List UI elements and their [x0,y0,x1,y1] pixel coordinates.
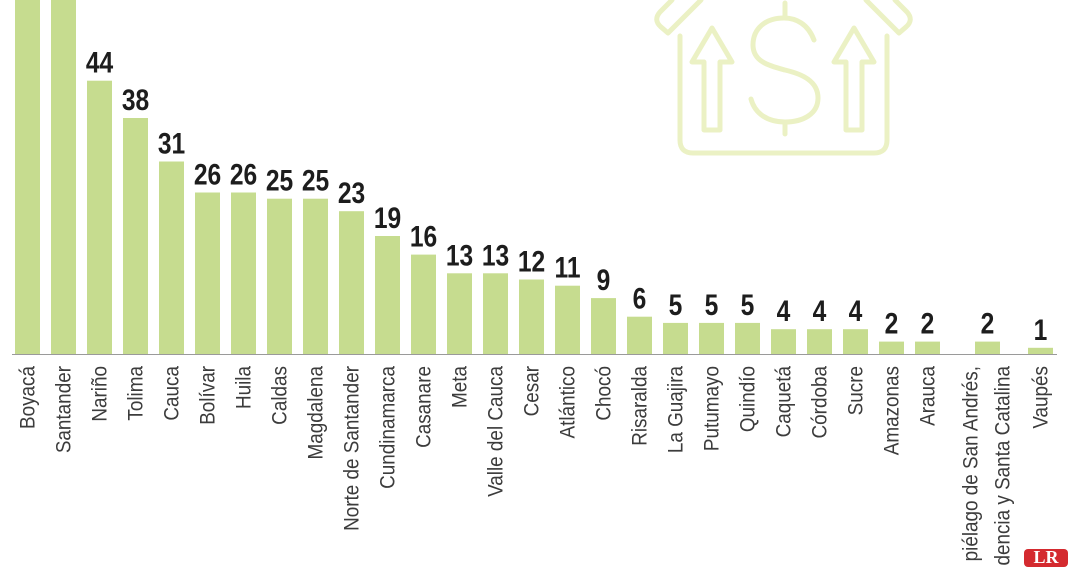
value-label-cundinamarca: 19 [374,201,401,235]
category-label-cordoba: Córdoba [809,365,832,438]
value-label-cauca: 31 [158,126,185,160]
bars-group [15,0,1053,354]
value-label-vaupes: 1 [1034,312,1048,346]
category-label-arauca: Arauca [917,365,940,426]
category-label-putumayo: Putumayo [701,366,724,451]
value-label-caldas: 25 [266,163,293,197]
bar-cordoba [807,329,832,354]
value-label-quindio: 5 [741,288,755,322]
category-label-risaralda: Risaralda [629,365,652,446]
value-label-cordoba: 4 [813,294,827,328]
dollar-s-curve [748,15,821,125]
category-label-magdalena: Magdalena [305,365,328,459]
value-label-atlantico: 11 [554,250,580,284]
category-label-norte-de-santander: Norte de Santander [341,366,364,531]
bar-sucre [843,329,868,354]
value-label-amazonas: 2 [885,306,899,340]
house-dollar-icon [654,0,913,156]
category-label-choco: Chocó [593,366,616,421]
category-label-casanare: Casanare [413,366,436,448]
value-label-arauca: 2 [921,306,935,340]
category-label-santander: Santander [53,366,76,454]
bar-santander [51,0,76,354]
bar-cesar [519,279,544,354]
category-label-quindio: Quindío [737,366,760,432]
bar-narino [87,80,112,354]
bar-casanare [411,254,436,354]
logo-text: LR [1033,547,1059,567]
category-label-la-guajira: La Guajira [665,365,688,453]
value-label-pielago-de-san-andres-dencia-y-santa-catalina: 2 [981,306,995,340]
category-label-boyaca: Boyacá [17,365,40,429]
value-label-bolivar: 26 [194,157,221,191]
value-label-choco: 9 [597,263,611,297]
bar-amazonas [879,341,904,354]
category-label-amazonas: Amazonas [881,366,904,455]
category-label-meta: Meta [449,365,472,408]
bar-tolima [123,118,148,354]
house-walls [677,33,890,156]
bar-quindio [735,322,760,354]
value-label-valle-del-cauca: 13 [482,238,509,272]
bar-cundinamarca [375,236,400,354]
bar-arauca [915,341,940,354]
brand-logo: LR [1024,547,1068,567]
value-label-norte-de-santander: 23 [338,176,365,210]
bar-risaralda [627,316,652,354]
value-label-huila: 26 [230,157,257,191]
value-label-cesar: 12 [518,244,545,278]
category-labels-group: Boyacá Santander Nariño Tolima Cauca Bolívar H… [17,365,1053,565]
bar-huila [231,192,256,354]
category-label-vaupes: Vaupés [1030,366,1053,429]
arrow-up-right-icon [831,25,877,133]
bar-meta [447,273,472,354]
roof-left-line [654,0,704,36]
bar-bolivar [195,192,220,354]
value-label-tolima: 38 [122,83,149,117]
category-label-cundinamarca: Cundinamarca [377,365,400,489]
bar-vaupes [1028,347,1053,354]
category-label-bolivar: Bolívar [197,366,220,425]
bar-valle-del-cauca [483,273,508,354]
bar-pielago-de-san-andres-dencia-y-santa-catalina [975,341,1000,354]
category-label-tolima: Tolima [125,365,148,420]
bar-boyaca [15,0,40,354]
bar-magdalena [303,198,328,354]
value-label-sucre: 4 [849,294,863,328]
bar-putumayo [699,322,724,354]
value-label-putumayo: 5 [705,288,719,322]
bar-la-guajira [663,322,688,354]
value-label-narino: 44 [86,45,114,79]
logo-badge [1024,549,1068,567]
bar-choco [591,298,616,354]
bar-caldas [267,198,292,354]
value-label-risaralda: 6 [633,281,647,315]
bar-caqueta [771,329,796,354]
category-label-caqueta: Caquetá [773,365,796,437]
value-label-la-guajira: 5 [669,288,683,322]
bar-cauca [159,161,184,354]
category-label-cauca: Cauca [161,365,184,420]
bar-norte-de-santander [339,211,364,354]
category-label-narino: Nariño [89,366,112,422]
bar-atlantico [555,285,580,354]
category-label-huila: Huila [233,365,256,409]
category-label-cesar: Cesar [521,366,544,417]
roof-right-line [863,0,913,36]
category-label-valle-del-cauca: Valle del Cauca [485,365,508,497]
category-label-pielago-de-san-andres-dencia-y-santa-catalina-line-1: piélago de San Andrés, [960,366,983,561]
category-label-pielago-de-san-andres-dencia-y-santa-catalina-line-2: dencia y Santa Catalina [992,365,1015,565]
arrow-up-left-icon [689,25,735,133]
category-label-sucre: Sucre [845,366,868,415]
value-label-meta: 13 [446,238,473,272]
category-label-caldas: Caldas [269,366,292,425]
value-label-magdalena: 25 [302,163,329,197]
category-label-atlantico: Atlántico [557,366,580,438]
value-label-caqueta: 4 [777,294,791,328]
value-label-casanare: 16 [410,219,437,253]
